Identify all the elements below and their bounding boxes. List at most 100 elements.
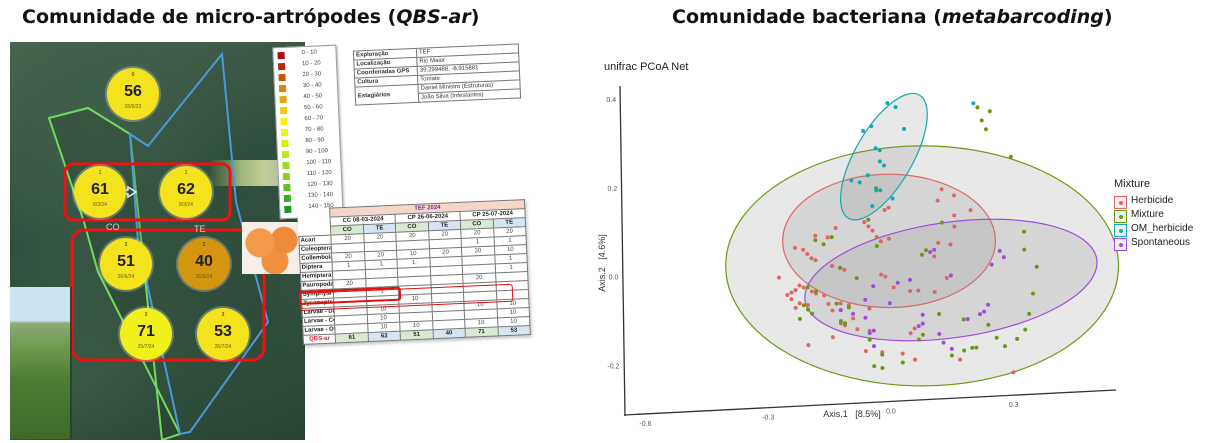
legend-label: OM_herbicide: [1131, 223, 1194, 234]
point-mixture: [805, 285, 810, 290]
legend-key: [1114, 238, 1127, 251]
sample-circle[interactable]: 2 40 26/6/24: [178, 238, 230, 290]
point-mixture: [924, 248, 929, 253]
sample-circle[interactable]: 2 51 26/6/24: [100, 238, 152, 290]
point-mixture: [983, 127, 988, 132]
point-herbicide: [867, 306, 872, 311]
color-swatch: [281, 139, 289, 148]
point-mixture: [801, 303, 806, 308]
ellipse-om-herbicide: [839, 92, 928, 221]
x-ticks: -0.6 -0.3 0.0 0.3: [639, 402, 1018, 428]
y-axis-line: [619, 85, 626, 417]
point-om-herbicide: [877, 159, 882, 164]
legend-dot-icon: [1119, 243, 1123, 247]
point-spontaneous: [986, 302, 991, 307]
total-label: QBS-ar: [303, 333, 336, 345]
point-om-herbicide: [861, 129, 866, 134]
point-herbicide: [952, 224, 957, 229]
total-value: 53: [497, 325, 531, 336]
table-body: Acari 20 20 20 20 20 20 Coleoptera 1 1 Collembola 2…: [298, 226, 530, 336]
color-swatch: [277, 51, 285, 60]
qbs-table: TEF 2024 CC 08-03-2024 CP 26-06-2024 CP …: [297, 199, 531, 345]
point-spontaneous: [895, 280, 900, 285]
point-herbicide: [833, 226, 838, 231]
point-herbicide: [785, 293, 790, 297]
sample-circle[interactable]: 1 62 8/3/24: [160, 166, 212, 218]
sample-date: 25/7/24: [137, 344, 155, 350]
qbs-value: 71: [137, 323, 155, 340]
sample-date: 8/3/24: [93, 202, 107, 208]
point-mixture: [843, 321, 848, 326]
y-axis-label: Axis.2 [4.6%]: [597, 234, 607, 292]
y-tick-label: -0.2: [607, 364, 619, 371]
point-spontaneous: [949, 346, 954, 351]
point-spontaneous: [863, 315, 868, 320]
farm-info-table: Exploração TEF Localização Rio Maior Coord…: [352, 43, 522, 106]
scale-legend-item: 40 - 50: [279, 93, 335, 105]
points-layer: [776, 101, 1039, 375]
point-mixture: [1002, 344, 1007, 349]
y-ticks: -0.2 0.0 0.2 0.4: [606, 97, 619, 371]
point-mixture: [838, 319, 843, 324]
legend-key: [1114, 224, 1127, 237]
point-herbicide: [793, 288, 798, 293]
point-mixture: [1023, 327, 1028, 332]
point-mixture: [854, 276, 859, 281]
point-mixture: [916, 337, 921, 342]
point-herbicide: [855, 327, 860, 332]
point-herbicide: [822, 293, 827, 298]
x-tick-label: 0.0: [886, 408, 896, 415]
point-herbicide: [805, 303, 810, 308]
point-mixture: [834, 301, 839, 306]
sample-date: 8/3/24: [179, 202, 193, 208]
point-om-herbicide: [869, 124, 874, 129]
point-herbicide: [826, 302, 831, 307]
sample-circle[interactable]: 3 53 25/7/24: [197, 308, 249, 360]
point-mixture: [866, 217, 871, 222]
scale-legend-item: 70 - 80: [280, 126, 337, 138]
point-mixture: [920, 332, 925, 337]
point-mixture: [880, 365, 885, 370]
scale-range-label: 60 - 70: [304, 115, 324, 123]
point-herbicide: [830, 335, 835, 340]
sample-number: 3: [144, 312, 148, 318]
color-swatch: [283, 194, 292, 203]
point-mixture: [962, 348, 967, 353]
point-spontaneous: [838, 308, 843, 313]
color-swatch: [279, 95, 287, 104]
point-mixture: [813, 238, 818, 243]
point-herbicide: [830, 264, 835, 269]
point-herbicide: [948, 242, 953, 247]
tomato-photo: [242, 222, 302, 274]
qbs-value: 56: [124, 83, 142, 100]
point-om-herbicide: [893, 105, 898, 110]
point-mixture: [949, 353, 954, 358]
sample-circle[interactable]: 1 61 8/3/24: [74, 166, 126, 218]
point-spontaneous: [871, 344, 876, 349]
sample-number: 1: [184, 170, 188, 176]
point-mixture: [874, 243, 879, 248]
color-swatch: [284, 205, 292, 214]
sample-circle[interactable]: 3 71 25/7/24: [120, 308, 172, 360]
scale-range-label: 70 - 80: [304, 126, 324, 134]
point-mixture: [797, 316, 802, 321]
sample-circle[interactable]: 0 56 26/6/23: [107, 68, 159, 120]
chart-title: unifrac PCoA Net: [604, 61, 688, 73]
point-herbicide: [1011, 370, 1016, 375]
point-om-herbicide: [870, 204, 875, 209]
color-swatch: [283, 183, 291, 192]
scale-range-label: 130 - 140: [307, 191, 334, 200]
x-tick-label: -0.6: [639, 421, 651, 428]
point-mixture: [979, 118, 984, 123]
color-swatch: [281, 150, 290, 159]
point-mixture: [919, 252, 924, 257]
x-tick-label: 0.3: [1009, 402, 1019, 409]
point-spontaneous: [863, 297, 868, 302]
title-text: Comunidade bacteriana (: [672, 6, 942, 28]
plot-label-te: TE: [194, 224, 206, 234]
color-swatch: [280, 117, 288, 126]
legend-title: Mixture: [1114, 178, 1151, 190]
color-swatch: [280, 128, 289, 137]
legend-dot-icon: [1119, 201, 1123, 205]
sample-number: 1: [98, 170, 102, 176]
